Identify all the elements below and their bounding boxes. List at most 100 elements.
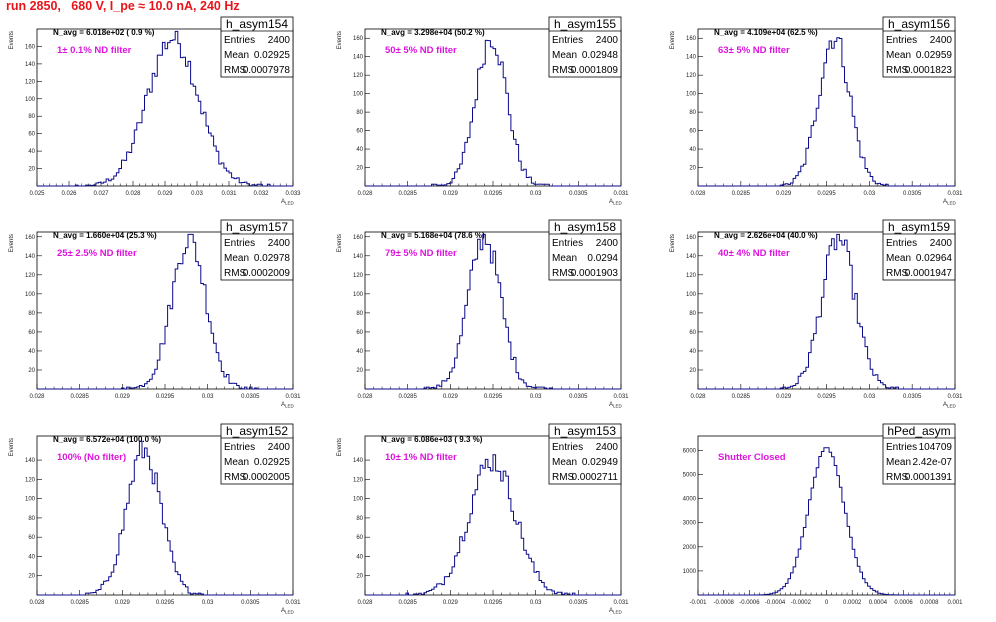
- y-tick-label: 40: [28, 149, 35, 155]
- x-axis-label: ALED: [943, 199, 957, 206]
- stats-value: 0.0002711: [571, 472, 618, 483]
- y-tick-label: 140: [353, 254, 364, 260]
- y-axis-label: Events: [337, 234, 343, 252]
- stats-box: [220, 16, 294, 78]
- x-tick-label: 0.027: [93, 191, 109, 197]
- stats-key: Mean: [224, 457, 249, 468]
- panel-h_asym157: 0.028 0.0285 0.029 0.0295 0.03 0.0305 0.031 20 4…: [9, 219, 301, 409]
- x-tick-label: 0.025: [29, 191, 45, 197]
- stats-key: RMS: [886, 268, 909, 279]
- y-tick-label: 80: [28, 114, 35, 120]
- x-tick-label: 0.031: [285, 394, 301, 400]
- panel-h_asym154: 0.025 0.026 0.027 0.028 0.029 0.03 0.031 0.032 0…: [9, 16, 301, 206]
- x-tick-label: 0.028: [29, 394, 45, 400]
- y-tick-label: 20: [28, 167, 35, 173]
- y-tick-label: 60: [28, 535, 35, 541]
- y-tick-label: 100: [353, 292, 364, 298]
- y-tick-label: 140: [25, 254, 36, 260]
- filter-label: 100% (No filter): [57, 452, 126, 463]
- y-axis-label: Events: [9, 234, 15, 252]
- x-tick-label: 0.0285: [398, 600, 417, 606]
- histogram-line: [698, 37, 955, 187]
- stats-value: 0.02964: [916, 253, 953, 264]
- y-tick-label: 60: [689, 129, 696, 135]
- stats-title: h_asym156: [888, 17, 950, 31]
- stats-value: 0.0002005: [243, 472, 291, 483]
- y-tick-label: 120: [686, 273, 697, 279]
- x-tick-label: 0.0285: [70, 600, 89, 606]
- stats-value: 0.02925: [254, 457, 291, 468]
- histogram-line: [365, 39, 621, 187]
- x-tick-label: 0.0305: [241, 394, 260, 400]
- x-tick-label: 0.0295: [817, 394, 836, 400]
- stats-key: Mean: [552, 50, 577, 61]
- y-tick-label: 60: [28, 132, 35, 138]
- x-tick-label: 0.029: [115, 394, 131, 400]
- panel-h_asym158: 0.028 0.0285 0.029 0.0295 0.03 0.0305 0.031 20 4…: [337, 219, 629, 409]
- x-tick-label: 0.031: [613, 394, 629, 400]
- stats-box: [882, 423, 956, 485]
- y-tick-label: 100: [353, 92, 364, 98]
- y-tick-label: 40: [689, 147, 696, 153]
- stats-key: Entries: [886, 442, 917, 453]
- stats-title: h_asym154: [226, 17, 288, 31]
- filter-label: 40± 4% ND filter: [718, 248, 790, 259]
- stats-value: 0.0001823: [905, 65, 953, 76]
- histogram-line: [365, 454, 621, 596]
- y-tick-label: 160: [353, 36, 364, 42]
- stats-key: Entries: [552, 238, 583, 249]
- stats-value: 0.02948: [582, 50, 619, 61]
- stats-key: RMS: [552, 472, 575, 483]
- y-tick-label: 60: [356, 535, 363, 541]
- stats-key: Mean: [552, 457, 577, 468]
- x-tick-label: 0.033: [285, 191, 301, 197]
- stats-key: RMS: [224, 472, 247, 483]
- stats-key: RMS: [552, 65, 575, 76]
- filter-label: 79± 5% ND filter: [385, 248, 457, 259]
- stats-value: 2400: [930, 238, 953, 249]
- x-tick-label: 0.028: [690, 394, 706, 400]
- x-tick-label: 0.0295: [156, 600, 175, 606]
- y-tick-label: 160: [25, 44, 36, 50]
- y-tick-label: 120: [353, 73, 364, 79]
- x-tick-label: -0.0004: [765, 600, 786, 606]
- y-tick-label: 140: [686, 254, 697, 260]
- stats-box: [548, 219, 622, 281]
- stats-value: 2400: [596, 238, 619, 249]
- x-tick-label: 0.0002: [843, 600, 862, 606]
- panel-h_asym152: 0.028 0.0285 0.029 0.0295 0.03 0.0305 0.031 20 4…: [9, 423, 301, 615]
- stats-key: RMS: [552, 268, 575, 279]
- x-tick-label: 0.0295: [817, 191, 836, 197]
- y-tick-label: 40: [28, 349, 35, 355]
- stats-title: hPed_asym: [887, 424, 950, 438]
- stats-value: 2400: [268, 442, 291, 453]
- y-tick-label: 80: [689, 110, 696, 116]
- y-tick-label: 20: [356, 368, 363, 374]
- stats-key: Entries: [886, 238, 917, 249]
- x-tick-label: 0.0285: [398, 394, 417, 400]
- x-tick-label: 0.028: [690, 191, 706, 197]
- histogram-line: [698, 447, 955, 596]
- stats-value: 0.0001391: [905, 472, 953, 483]
- x-tick-label: 0.0285: [732, 191, 751, 197]
- navg-label: N_avg = 5.168e+04 (78.6 %): [381, 231, 485, 240]
- x-tick-label: 0.0295: [484, 191, 503, 197]
- y-tick-label: 80: [356, 311, 363, 317]
- navg-label: N_avg = 1.660e+04 (25.3 %): [53, 231, 157, 240]
- x-tick-label: 0.028: [357, 600, 373, 606]
- x-tick-label: 0.028: [125, 191, 141, 197]
- y-axis-label: Events: [670, 234, 676, 252]
- x-tick-label: 0.031: [285, 600, 301, 606]
- y-tick-label: 100: [353, 497, 364, 503]
- y-tick-label: 100: [25, 497, 36, 503]
- x-tick-label: 0: [825, 600, 829, 606]
- histogram-line: [698, 233, 955, 390]
- y-tick-label: 120: [353, 273, 364, 279]
- y-tick-label: 4000: [683, 497, 697, 503]
- x-tick-label: 0.029: [443, 394, 459, 400]
- x-tick-label: 0.0004: [869, 600, 888, 606]
- x-tick-label: 0.03: [863, 191, 875, 197]
- stats-box: [882, 219, 956, 281]
- y-tick-label: 120: [25, 273, 36, 279]
- stats-value: 0.0002009: [243, 268, 291, 279]
